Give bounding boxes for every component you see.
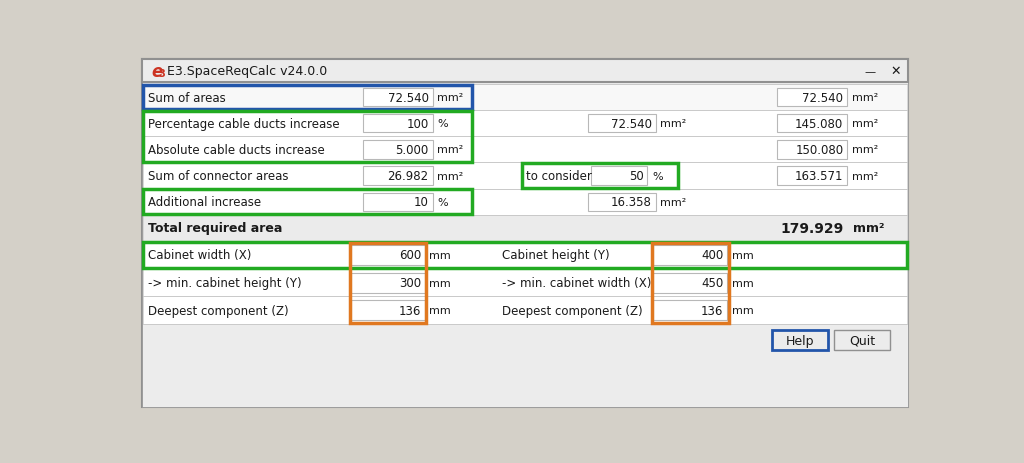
- Text: 145.080: 145.080: [795, 118, 844, 131]
- Text: mm: mm: [429, 306, 452, 316]
- Bar: [653, 273, 727, 293]
- Bar: [777, 88, 847, 107]
- Text: 72.540: 72.540: [803, 91, 844, 104]
- Bar: [142, 137, 907, 163]
- Text: mm²: mm²: [437, 145, 464, 155]
- Text: mm²: mm²: [437, 93, 464, 103]
- Bar: [777, 141, 847, 159]
- Text: mm²: mm²: [660, 119, 687, 129]
- Text: -> min. cabinet height (Y): -> min. cabinet height (Y): [148, 276, 302, 289]
- Bar: [362, 88, 432, 107]
- Text: 163.571: 163.571: [795, 170, 844, 183]
- Text: -> min. cabinet width (X): -> min. cabinet width (X): [503, 276, 651, 289]
- Bar: [142, 112, 472, 163]
- Bar: [777, 115, 847, 133]
- Bar: [142, 269, 907, 297]
- Bar: [142, 190, 472, 215]
- Bar: [142, 189, 907, 215]
- Bar: [142, 242, 907, 269]
- Bar: [351, 245, 425, 265]
- Text: 136: 136: [700, 304, 723, 317]
- Bar: [772, 331, 827, 350]
- Text: 400: 400: [701, 249, 723, 262]
- Bar: [521, 164, 678, 188]
- Bar: [142, 85, 907, 111]
- Text: Cabinet height (Y): Cabinet height (Y): [503, 249, 610, 262]
- Text: mm²: mm²: [853, 222, 885, 235]
- Text: %: %: [437, 119, 447, 129]
- Text: 72.540: 72.540: [611, 118, 652, 131]
- Text: E3.SpaceReqCalc v24.0.0: E3.SpaceReqCalc v24.0.0: [167, 65, 327, 78]
- Bar: [588, 115, 655, 133]
- Text: Quit: Quit: [849, 334, 874, 347]
- Bar: [362, 193, 432, 212]
- Bar: [142, 86, 472, 110]
- Bar: [142, 242, 907, 269]
- Bar: [777, 167, 847, 185]
- Bar: [142, 60, 907, 83]
- Text: %: %: [437, 197, 447, 207]
- Text: mm²: mm²: [852, 171, 879, 181]
- Text: mm: mm: [429, 250, 452, 260]
- Bar: [142, 163, 907, 189]
- Bar: [362, 115, 432, 133]
- Text: mm: mm: [732, 306, 754, 316]
- Text: 72.540: 72.540: [388, 91, 429, 104]
- Text: 50: 50: [629, 170, 643, 183]
- Text: mm: mm: [429, 278, 452, 288]
- Text: 5.000: 5.000: [395, 144, 429, 156]
- Bar: [652, 243, 729, 323]
- Text: 136: 136: [398, 304, 421, 317]
- Text: 150.080: 150.080: [796, 144, 844, 156]
- Text: 600: 600: [398, 249, 421, 262]
- Bar: [142, 215, 907, 242]
- Text: mm²: mm²: [437, 171, 464, 181]
- Bar: [588, 193, 655, 212]
- Text: Sum of connector areas: Sum of connector areas: [148, 170, 289, 183]
- Text: 300: 300: [398, 276, 421, 289]
- Bar: [592, 167, 647, 185]
- Text: mm²: mm²: [852, 119, 879, 129]
- Bar: [142, 111, 907, 137]
- Text: 450: 450: [701, 276, 723, 289]
- Text: Percentage cable ducts increase: Percentage cable ducts increase: [148, 118, 340, 131]
- Text: 10: 10: [414, 196, 429, 209]
- Text: mm: mm: [732, 250, 754, 260]
- Text: mm²: mm²: [852, 145, 879, 155]
- Text: 179.929: 179.929: [781, 221, 844, 235]
- Text: Cabinet width (X): Cabinet width (X): [148, 249, 252, 262]
- Text: Additional increase: Additional increase: [148, 196, 261, 209]
- Bar: [349, 243, 426, 323]
- Text: Deepest component (Z): Deepest component (Z): [503, 304, 643, 317]
- Text: Deepest component (Z): Deepest component (Z): [148, 304, 289, 317]
- Text: e: e: [152, 63, 163, 81]
- Text: Total required area: Total required area: [148, 222, 283, 235]
- Text: Help: Help: [785, 334, 814, 347]
- Bar: [653, 300, 727, 321]
- Text: —: —: [865, 67, 876, 77]
- Text: Absolute cable ducts increase: Absolute cable ducts increase: [148, 144, 325, 156]
- Text: 100: 100: [407, 118, 429, 131]
- Bar: [142, 297, 907, 325]
- Bar: [351, 273, 425, 293]
- Text: mm: mm: [732, 278, 754, 288]
- Text: Sum of areas: Sum of areas: [148, 91, 226, 104]
- Text: to consider: to consider: [525, 170, 592, 183]
- Text: 3: 3: [159, 69, 165, 79]
- Bar: [351, 300, 425, 321]
- Text: %: %: [652, 171, 663, 181]
- Text: mm²: mm²: [660, 197, 687, 207]
- Text: mm²: mm²: [852, 93, 879, 103]
- Bar: [362, 167, 432, 185]
- Bar: [653, 245, 727, 265]
- Bar: [834, 331, 890, 350]
- Bar: [362, 141, 432, 159]
- Text: 16.358: 16.358: [611, 196, 652, 209]
- Text: 26.982: 26.982: [387, 170, 429, 183]
- Text: ✕: ✕: [890, 65, 900, 78]
